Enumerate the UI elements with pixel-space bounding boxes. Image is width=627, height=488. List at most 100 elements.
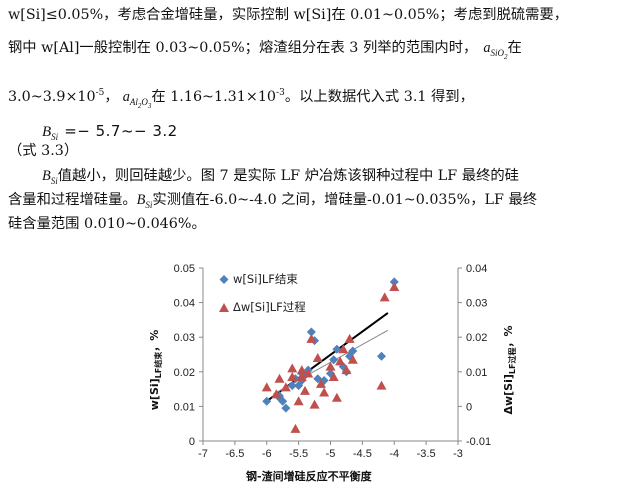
data-point-diamond bbox=[329, 355, 339, 365]
data-point-diamond bbox=[332, 344, 342, 354]
data-point-diamond bbox=[389, 277, 399, 287]
data-point-triangle bbox=[309, 399, 320, 409]
y-left-tick-label: 0.02 bbox=[174, 367, 195, 379]
data-point-diamond bbox=[262, 396, 272, 406]
sio2-subscript: SiO2 bbox=[490, 47, 508, 61]
data-point-triangle bbox=[296, 365, 307, 375]
text-line-3-comma: ， bbox=[104, 88, 119, 105]
text-line-3-c: 在 1.16~1.31×10 bbox=[151, 88, 277, 105]
y-right-tick-label: 0.04 bbox=[466, 263, 487, 275]
x-tick-label: -3 bbox=[453, 448, 463, 460]
data-point-triangle bbox=[293, 396, 304, 406]
paragraph-line-2: 含量和过程增硅量。BSi实测值在-6.0~-4.0 之间，增硅量-0.01~0.… bbox=[8, 190, 537, 215]
data-point-triangle bbox=[315, 378, 326, 388]
x-tick-label: -7 bbox=[198, 448, 208, 460]
paragraph-line-1: BSi值越小，则回硅越少。图 7 是实际 LF 炉冶炼该钢种过程中 LF 最终的… bbox=[42, 166, 519, 191]
equation-label-text: （式 3.3） bbox=[8, 143, 79, 159]
paragraph-subscript-1: Si bbox=[50, 175, 58, 186]
data-point-triangle bbox=[335, 356, 346, 366]
paragraph-symbol-2: B bbox=[136, 192, 146, 208]
text-line-2: 钢中 w[Al]一般控制在 0.03~0.05%；熔渣组分在表 3 列举的范围内… bbox=[8, 38, 522, 67]
data-point-triangle bbox=[287, 363, 298, 373]
data-point-triangle bbox=[300, 385, 310, 395]
data-point-triangle bbox=[312, 352, 323, 362]
y-right-tick-label: 0.02 bbox=[466, 332, 487, 344]
legend-marker-diamond bbox=[219, 275, 229, 284]
y-left-tick-label: 0.01 bbox=[174, 401, 195, 413]
data-point-triangle bbox=[341, 365, 352, 375]
x-tick-label: -4 bbox=[389, 448, 399, 460]
data-point-triangle bbox=[331, 392, 342, 402]
chart-legend: w[Si]LF结束 Δw[Si]LF过程 bbox=[219, 272, 306, 314]
data-point-triangle bbox=[338, 344, 349, 354]
data-point-triangle bbox=[271, 389, 282, 399]
data-point-triangle bbox=[287, 371, 298, 381]
paragraph-line-3-text: 硅含量范围 0.010~0.046%。 bbox=[8, 216, 206, 232]
data-point-diamond bbox=[287, 381, 297, 391]
paragraph-line-3: 硅含量范围 0.010~0.046%。 bbox=[8, 214, 206, 234]
formula-symbol: B bbox=[42, 124, 52, 140]
data-point-diamond bbox=[377, 351, 386, 361]
text-line-2-tail: 在 bbox=[507, 40, 522, 56]
legend-label-wsi-lf-end: w[Si]LF结束 bbox=[233, 272, 298, 286]
x-tick-label: -5 bbox=[326, 448, 336, 460]
x-tick-label: -6 bbox=[262, 448, 272, 460]
paragraph-line-1-text: 值越小，则回硅越少。图 7 是实际 LF 炉冶炼该钢种过程中 LF 最终的硅 bbox=[57, 168, 519, 184]
paragraph-symbol-1: B bbox=[42, 168, 51, 184]
x-tick-label: -5.5 bbox=[289, 448, 308, 460]
y-left-tick-label: 0.03 bbox=[174, 332, 195, 344]
y-left-tick-label: 0 bbox=[189, 436, 195, 448]
text-line-3-a: 3.0~3.9×10 bbox=[8, 88, 96, 105]
data-point-triangle bbox=[303, 368, 314, 378]
formula-rhs: =− 5.7~− 3.2 bbox=[64, 122, 178, 140]
data-point-triangle bbox=[328, 371, 339, 381]
data-point-triangle bbox=[325, 361, 336, 371]
y-right-tick-label: -0.01 bbox=[466, 436, 491, 448]
text-line-3-c-exponent: -3 bbox=[276, 88, 285, 98]
equation-label: （式 3.3） bbox=[8, 141, 78, 161]
text-line-3-a-exponent: -5 bbox=[95, 88, 105, 98]
y-axis-left-label: w[Si]LF结束，% bbox=[148, 330, 163, 411]
text-line-1-content: w[Si]≤0.05%，考虑合金增硅量，实际控制 w[Si]在 0.01~0.0… bbox=[8, 7, 569, 23]
data-point-triangle bbox=[280, 382, 291, 392]
y-left-tick-label: 0.04 bbox=[174, 298, 195, 310]
data-point-diamond bbox=[306, 327, 316, 337]
data-point-triangle bbox=[376, 380, 387, 390]
text-line-3: 3.0~3.9×10-5， aAl2O3在 1.16~1.31×10-3。以上数据… bbox=[8, 83, 474, 115]
data-point-diamond bbox=[319, 375, 329, 385]
x-axis-label: 钢-渣间增硅反应不平衡度 bbox=[246, 469, 373, 483]
data-point-diamond bbox=[348, 346, 358, 356]
data-point-triangle bbox=[296, 371, 307, 381]
data-point-triangle bbox=[290, 423, 301, 433]
x-tick-label: -4.5 bbox=[353, 448, 372, 460]
data-point-triangle bbox=[306, 333, 317, 343]
data-point-triangle bbox=[389, 282, 400, 292]
y-axis-right-label: Δw[Si]LF过程，% bbox=[502, 325, 517, 414]
y-right-tick-label: 0.03 bbox=[466, 298, 487, 310]
formula-subscript: Si bbox=[51, 131, 59, 142]
y-left-tick-label: 0.05 bbox=[174, 263, 195, 275]
chart-axes bbox=[199, 267, 462, 445]
data-point-triangle bbox=[344, 333, 355, 343]
data-point-diamond bbox=[281, 403, 291, 413]
chart-points bbox=[261, 277, 400, 433]
legend-marker-triangle bbox=[219, 303, 229, 312]
paragraph-line-2-b: 实测值在-6.0~-4.0 之间，增硅量-0.01~0.035%，LF 最终 bbox=[152, 192, 538, 208]
y-right-tick-label: 0 bbox=[466, 401, 472, 413]
formula-3-3: BSi =− 5.7~− 3.2 bbox=[42, 121, 178, 147]
x-tick-label: -6.5 bbox=[225, 448, 244, 460]
data-point-triangle bbox=[379, 292, 390, 302]
data-point-triangle bbox=[319, 387, 330, 397]
legend-label-dwsi-lf-process: Δw[Si]LF过程 bbox=[233, 300, 306, 314]
al2o3-subscript: Al2O3 bbox=[129, 96, 152, 110]
y-right-tick-label: 0.01 bbox=[466, 367, 487, 379]
text-line-2-content: 钢中 w[Al]一般控制在 0.03~0.05%；熔渣组分在表 3 列举的范围内… bbox=[8, 40, 478, 56]
data-point-triangle bbox=[274, 373, 285, 383]
chart-labels: -7 -6.5 -6 -5.5 -5 -4.5 -4 -3.5 -3 0 0.01 0.02 0.03 0… bbox=[174, 263, 492, 460]
text-line-3-d: 。以上数据代入式 3.1 得到， bbox=[284, 88, 474, 105]
text-line-1: w[Si]≤0.05%，考虑合金增硅量，实际控制 w[Si]在 0.01~0.0… bbox=[8, 5, 568, 25]
activity-symbol-al2o3: a bbox=[122, 88, 130, 105]
data-point-triangle bbox=[347, 354, 358, 364]
x-tick-label: -3.5 bbox=[417, 448, 436, 460]
paragraph-line-2-a: 含量和过程增硅量。 bbox=[8, 192, 137, 208]
